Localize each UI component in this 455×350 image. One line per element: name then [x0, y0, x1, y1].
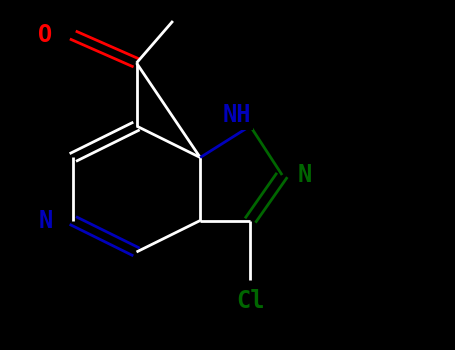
Text: NH: NH — [222, 104, 251, 127]
Text: N: N — [38, 209, 53, 232]
Text: Cl: Cl — [236, 289, 264, 313]
Text: O: O — [38, 23, 53, 47]
Text: N: N — [298, 163, 312, 187]
